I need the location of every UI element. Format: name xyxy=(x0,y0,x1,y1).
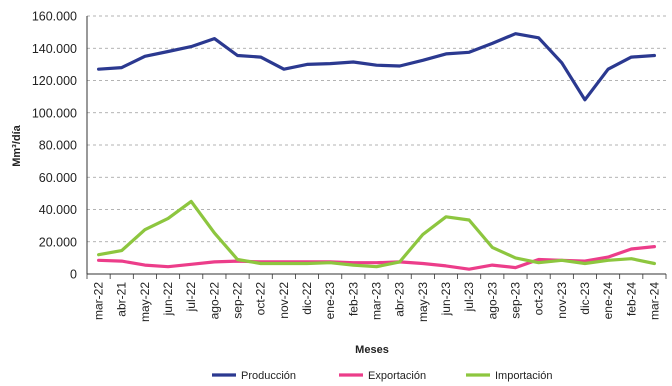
y-tick-label: 120.000 xyxy=(32,74,77,88)
x-axis-title: Meses xyxy=(355,344,389,356)
y-axis-title: Mm³/día xyxy=(11,124,23,166)
legend: Producción Exportación Importación xyxy=(212,370,552,382)
y-tick-label: 40.000 xyxy=(39,203,77,217)
x-tick-label: jun-23 xyxy=(439,282,453,317)
x-tick-label: ene-23 xyxy=(323,282,337,320)
x-ticks: mar-22 abr-21 may-22 jun-22 jul-22 ago-22 sep-… xyxy=(86,274,667,322)
y-tick-label: 140.000 xyxy=(32,42,77,56)
series-line-produccion xyxy=(96,32,657,102)
legend-label: Importación xyxy=(495,370,552,382)
x-tick-label: feb-23 xyxy=(346,282,360,316)
x-tick-label: jul-22 xyxy=(184,282,198,313)
x-tick-label: ene-24 xyxy=(601,282,615,320)
legend-label: Exportación xyxy=(368,370,426,382)
x-tick-label: mar-24 xyxy=(647,282,661,320)
x-tick-label: dic-23 xyxy=(578,282,592,315)
y-tick-label: 20.000 xyxy=(39,235,77,249)
x-tick-label: nov-22 xyxy=(277,282,291,319)
x-tick-label: ago-23 xyxy=(485,282,499,320)
x-tick-label: oct-22 xyxy=(254,282,268,316)
x-tick-label: nov-23 xyxy=(555,282,569,319)
y-tick-labels: 0 20.000 40.000 60.000 80.000 100.000 120.000 1… xyxy=(32,10,77,282)
x-tick-label: sep-23 xyxy=(508,282,522,319)
y-tick-label: 60.000 xyxy=(39,171,77,185)
x-tick-label: jul-23 xyxy=(462,282,476,313)
y-tick-label: 100.000 xyxy=(32,106,77,120)
x-tick-label: mar-22 xyxy=(92,282,106,320)
x-tick-label: oct-23 xyxy=(532,282,546,316)
x-tick-label: ago-22 xyxy=(207,282,221,320)
y-tick-label: 0 xyxy=(70,268,77,282)
x-tick-label: abr-21 xyxy=(115,282,129,317)
x-tick-label: sep-22 xyxy=(231,282,245,319)
x-tick-label: mar-23 xyxy=(370,282,384,320)
series-line-importacion xyxy=(96,199,657,269)
legend-label: Producción xyxy=(241,370,296,382)
axes xyxy=(86,16,666,275)
series-lines xyxy=(96,32,657,271)
x-tick-label: may-23 xyxy=(416,282,430,322)
x-tick-label: abr-23 xyxy=(393,282,407,317)
x-tick-label: feb-24 xyxy=(624,282,638,316)
y-tick-label: 80.000 xyxy=(39,139,77,153)
x-tick-label: may-22 xyxy=(138,282,152,322)
x-tick-label: jun-22 xyxy=(161,282,175,317)
y-tick-label: 160.000 xyxy=(32,10,77,24)
x-tick-label: dic-22 xyxy=(300,282,314,315)
